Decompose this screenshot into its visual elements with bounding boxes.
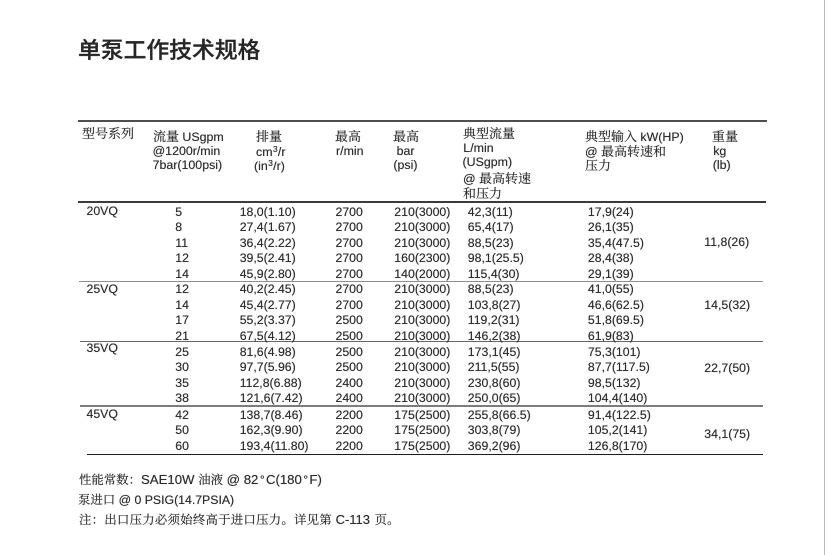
svg-text:SAE10W: SAE10W — [141, 472, 198, 487]
svg-text:F): F) — [309, 472, 321, 487]
svg-text:@ 82: @ 82 — [223, 472, 258, 487]
svg-text:°: ° — [260, 473, 265, 487]
svg-text:C-113: C-113 — [332, 512, 374, 527]
svg-text:3: 3 — [273, 144, 278, 154]
svg-text:@: @ — [585, 145, 601, 159]
svg-text:/r: /r — [278, 145, 286, 159]
svg-text:@: @ — [463, 172, 479, 186]
svg-text:C(180: C(180 — [266, 472, 302, 487]
svg-text:3: 3 — [268, 158, 273, 168]
svg-text:(in: (in — [254, 159, 268, 173]
svg-text:cm: cm — [256, 145, 273, 159]
svg-text:/r): /r) — [274, 159, 286, 173]
svg-text:USgpm: USgpm — [179, 130, 224, 144]
svg-text:kW(HP): kW(HP) — [637, 130, 684, 144]
svg-text:@ 0 PSIG(14.7PSIA): @ 0 PSIG(14.7PSIA) — [115, 493, 234, 507]
svg-text:°: ° — [303, 473, 308, 487]
